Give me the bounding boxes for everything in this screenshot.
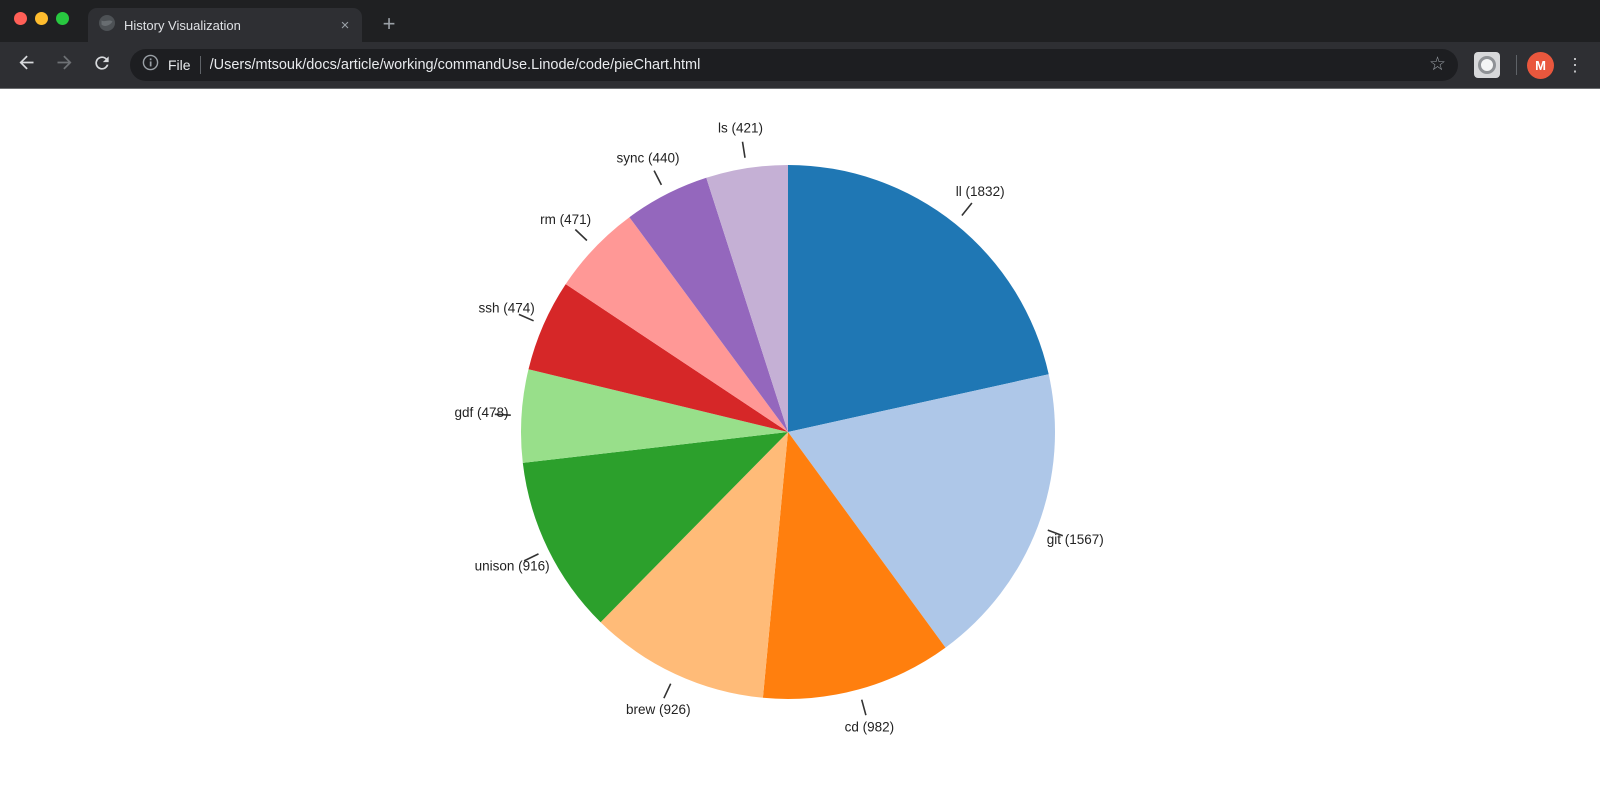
pie-chart-svg: ll (1832) git (1567) cd (982) brew (926) uni…	[454, 120, 1104, 735]
pie-label-rm: rm (471)	[540, 212, 591, 227]
window-zoom-button[interactable]	[56, 11, 69, 25]
pie-slice-gdf	[521, 369, 788, 463]
extension-logo-icon	[1478, 56, 1496, 74]
browser-toolbar: File /Users/mtsouk/docs/article/working/…	[0, 42, 1600, 89]
tab-title: History Visualization	[124, 17, 241, 33]
tab-strip: History Visualization × +	[0, 0, 1600, 42]
browser-menu-button[interactable]: ⋮	[1566, 54, 1584, 75]
browser-tab[interactable]: History Visualization ×	[88, 8, 362, 42]
pie-label-tick-gdf	[494, 413, 511, 416]
reload-icon	[92, 53, 112, 78]
page-content: ll (1832) git (1567) cd (982) brew (926) uni…	[0, 89, 1600, 793]
window-close-button[interactable]	[14, 11, 27, 25]
omnibox-divider	[199, 56, 201, 74]
url-text[interactable]: /Users/mtsouk/docs/article/working/comma…	[209, 57, 701, 73]
tab-favicon-icon	[99, 14, 115, 36]
pie-slice-sync	[629, 177, 788, 432]
pie-label-tick-sync	[653, 170, 663, 186]
pie-label-tick-ssh	[518, 313, 534, 322]
extension-button[interactable]	[1474, 52, 1500, 78]
toolbar-divider	[1516, 55, 1517, 75]
pie-label-tick-brew	[663, 683, 672, 699]
pie-label-ll: ll (1832)	[956, 184, 1005, 199]
pie-slice-git	[788, 374, 1056, 648]
pie-label-tick-unison	[523, 553, 539, 562]
pie-label-tick-git	[1047, 529, 1064, 537]
pie-label-ls: ls (421)	[718, 120, 763, 135]
window-minimize-button[interactable]	[35, 11, 48, 25]
pie-label-gdf: gdf (478)	[454, 405, 508, 420]
back-arrow-icon	[16, 52, 37, 78]
reload-button[interactable]	[84, 47, 120, 83]
pie-slice-cd	[762, 432, 946, 699]
page-info-icon[interactable]	[142, 54, 159, 76]
pie-slice-brew	[600, 432, 788, 698]
pie-label-tick-ll	[961, 202, 973, 216]
bookmark-star-icon[interactable]: ☆	[1428, 53, 1446, 75]
profile-avatar[interactable]: M	[1527, 51, 1554, 79]
tab-close-icon[interactable]: ×	[340, 16, 350, 34]
pie-slice-ssh	[528, 284, 788, 432]
pie-label-sync: sync (440)	[616, 150, 679, 165]
pie-slice-unison	[522, 432, 788, 623]
pie-slice-ls	[706, 165, 788, 432]
pie-slice-ll	[788, 165, 1049, 432]
address-bar[interactable]: File /Users/mtsouk/docs/article/working/…	[130, 49, 1458, 81]
pie-label-cd: cd (982)	[845, 720, 895, 735]
url-scheme-label: File	[168, 57, 191, 73]
forward-button[interactable]	[46, 47, 82, 83]
pie-label-brew: brew (926)	[626, 702, 691, 717]
pie-label-tick-rm	[574, 228, 588, 242]
new-tab-button[interactable]: +	[382, 11, 396, 36]
back-button[interactable]	[8, 47, 44, 83]
pie-slice-rm	[565, 217, 788, 432]
pie-label-git: git (1567)	[1047, 532, 1104, 547]
window-controls	[0, 0, 69, 42]
forward-arrow-icon	[54, 52, 75, 78]
pie-label-unison: unison (916)	[475, 558, 550, 573]
pie-label-tick-ls	[741, 141, 746, 158]
pie-label-ssh: ssh (474)	[478, 301, 534, 316]
pie-label-tick-cd	[860, 699, 867, 716]
